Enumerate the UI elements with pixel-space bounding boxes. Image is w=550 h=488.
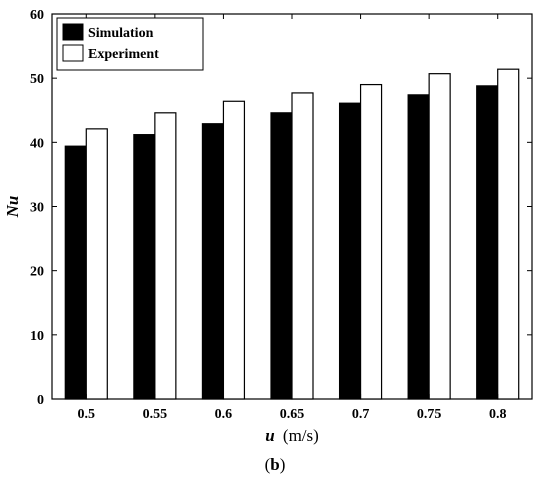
- bar-experiment: [359, 83, 383, 400]
- bar-experiment: [428, 73, 451, 400]
- y-tick-label: 30: [30, 201, 44, 216]
- x-tick-label: 0.8: [489, 407, 507, 422]
- bar-experiment: [291, 92, 314, 400]
- y-tick-label: 40: [30, 136, 44, 151]
- y-axis: 0 10 20 30 40 50 60: [30, 8, 532, 408]
- bar-simulation: [64, 145, 87, 400]
- x-tick-label: 0.6: [215, 407, 233, 422]
- bar-simulation: [476, 85, 499, 400]
- x-axis-label-unit: (m/s): [283, 426, 319, 445]
- figure-caption: (b): [0, 455, 550, 475]
- legend: Simulation Experiment: [56, 17, 204, 71]
- bar-chart: 0 10 20 30 40 50 60 0.5 0.55 0.6 0.65 0.7 0.75 0.8 N…: [3, 8, 533, 445]
- x-tick-label: 0.55: [143, 407, 168, 422]
- legend-label-experiment: Experiment: [88, 47, 159, 62]
- y-tick-label: 0: [37, 393, 44, 408]
- bar-simulation: [270, 112, 293, 400]
- caption-close: ): [279, 455, 286, 474]
- x-tick-label: 0.65: [280, 407, 305, 422]
- x-tick-label: 0.75: [417, 407, 442, 422]
- x-axis: 0.5 0.55 0.6 0.65 0.7 0.75 0.8: [78, 14, 507, 422]
- y-axis-label: Nu: [3, 196, 22, 219]
- y-tick-label: 10: [30, 329, 44, 344]
- x-tick-label: 0.7: [352, 407, 370, 422]
- legend-swatch-simulation: [62, 23, 84, 41]
- bars-group: [64, 68, 520, 400]
- caption-letter: b: [270, 455, 280, 474]
- bar-simulation: [338, 102, 362, 400]
- bar-simulation: [201, 123, 225, 400]
- caption-open: (: [264, 455, 271, 474]
- bar-experiment: [222, 100, 246, 400]
- bar-simulation: [407, 94, 430, 400]
- x-axis-label-symbol: u: [265, 426, 274, 445]
- legend-label-simulation: Simulation: [88, 26, 154, 41]
- y-tick-label: 60: [30, 8, 44, 23]
- x-axis-label: u (m/s): [265, 426, 319, 445]
- bar-experiment: [85, 128, 108, 400]
- y-tick-label: 50: [30, 72, 44, 87]
- legend-swatch-experiment: [62, 44, 84, 62]
- bar-experiment: [497, 68, 520, 400]
- y-tick-label: 20: [30, 265, 44, 280]
- bar-experiment: [154, 112, 177, 400]
- bar-simulation: [133, 134, 156, 400]
- x-tick-label: 0.5: [78, 407, 96, 422]
